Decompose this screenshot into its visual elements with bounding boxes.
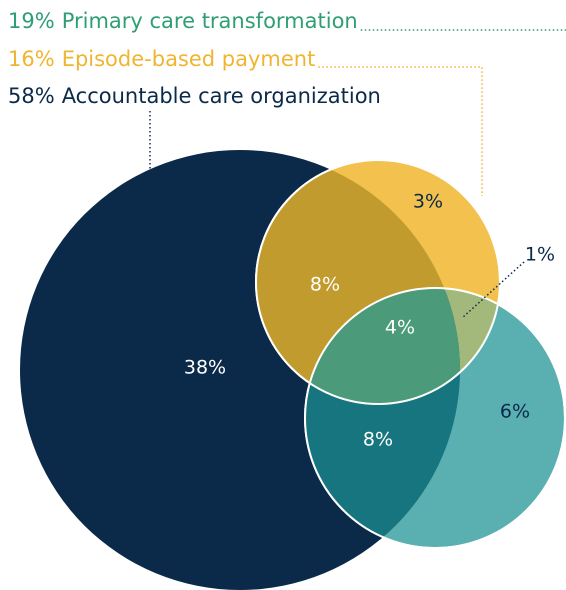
legend-entry: 58% Accountable care organization [8, 84, 381, 108]
legend-name: Primary care transformation [62, 9, 358, 33]
overlap-clip [305, 288, 460, 404]
legend-name: Episode-based payment [62, 47, 316, 71]
region-label: 6% [500, 401, 530, 423]
region-label: 8% [310, 274, 340, 296]
legend-entry: 16% Episode-based payment [8, 47, 315, 71]
legend-value: 16% [8, 47, 55, 71]
legend-value: 19% [8, 9, 55, 33]
legend-entry: 19% Primary care transformation [8, 9, 358, 33]
circle-outline [255, 159, 501, 405]
region-label: 1% [525, 244, 555, 266]
overlap-clip [305, 288, 460, 404]
region-label: 3% [413, 191, 443, 213]
circle-outline [304, 287, 566, 549]
legend-name: Accountable care organization [62, 84, 381, 108]
region-label: 4% [385, 317, 415, 339]
overlap-region [305, 288, 460, 404]
region-label: 8% [363, 429, 393, 451]
legend-value: 58% [8, 84, 55, 108]
region-label: 38% [184, 357, 226, 379]
